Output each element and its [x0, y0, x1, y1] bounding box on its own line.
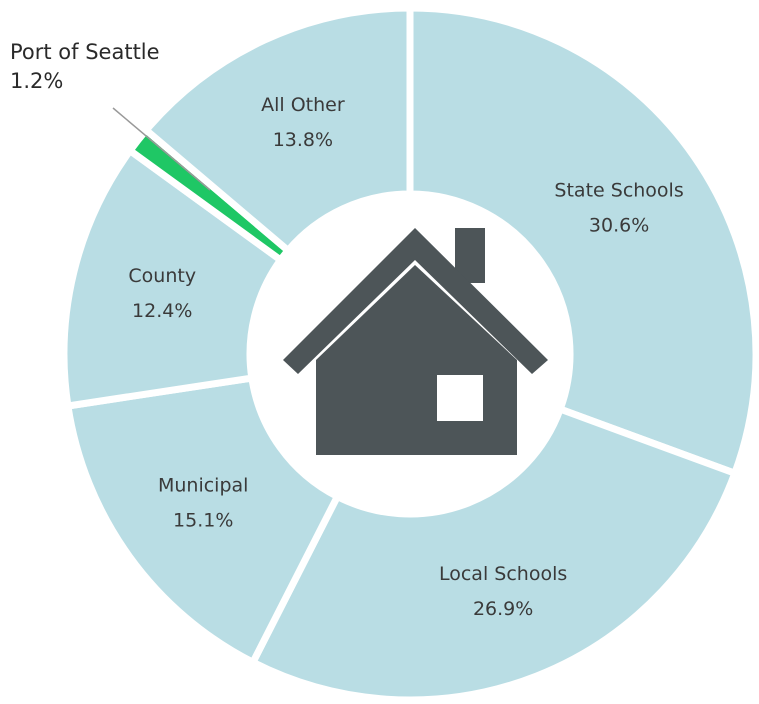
- slice: [60, 145, 286, 410]
- value-label: 13.8%: [273, 129, 333, 151]
- house-body: [316, 265, 517, 455]
- house-icon: [283, 228, 548, 455]
- slice: [406, 4, 759, 478]
- value-label: 12.4%: [132, 300, 192, 322]
- slice: [141, 4, 414, 256]
- category-label: State Schools: [554, 180, 683, 202]
- slice: [248, 404, 740, 704]
- category-label: All Other: [261, 94, 345, 116]
- category-label: County: [128, 265, 196, 287]
- category-label: Municipal: [158, 475, 248, 497]
- value-label: 30.6%: [589, 215, 649, 237]
- category-label: Port of Seattle: [10, 40, 160, 64]
- value-label: 26.9%: [473, 598, 533, 620]
- value-label: 15.1%: [173, 510, 233, 532]
- slices: [60, 4, 759, 704]
- leader-line: [112, 107, 211, 191]
- roof: [283, 228, 548, 374]
- slice: [63, 374, 343, 667]
- category-label: Local Schools: [439, 563, 567, 585]
- port-label: Port of Seattle 1.2%: [10, 38, 170, 96]
- window: [437, 375, 483, 421]
- value-label: 1.2%: [10, 69, 64, 93]
